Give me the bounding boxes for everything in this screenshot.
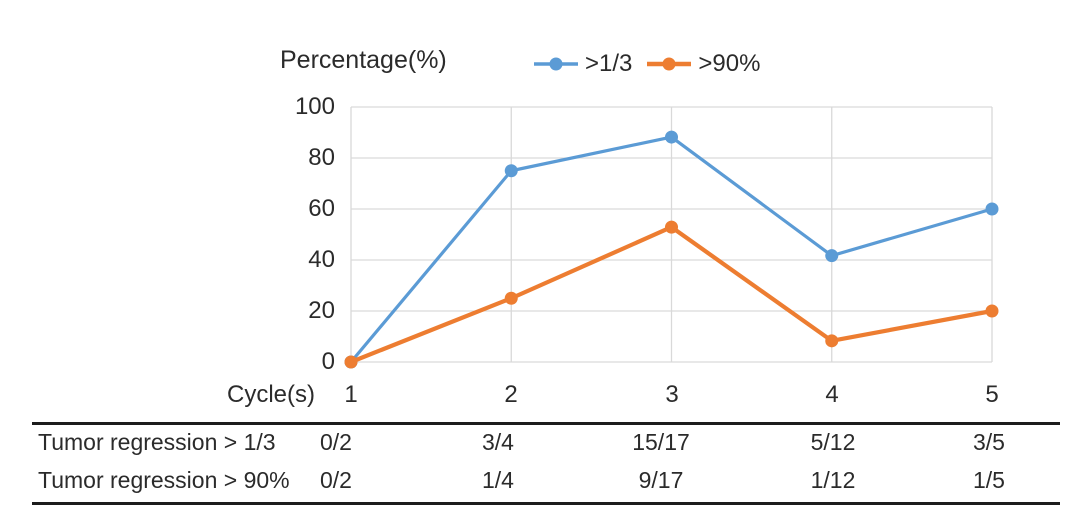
data-point-marker <box>665 220 678 234</box>
y-axis-tick-label: 40 <box>308 246 335 273</box>
table-top-rule <box>32 422 1060 425</box>
table-cell: 1/12 <box>810 467 856 493</box>
table-cell: 1/5 <box>973 467 1005 493</box>
table-cell: 9/17 <box>638 467 684 493</box>
chart-title: Percentage(%) <box>280 46 447 74</box>
table-bottom-rule <box>32 502 1060 505</box>
series-line-2 <box>348 225 995 365</box>
data-point-marker <box>825 334 839 348</box>
x-axis-tick-label: 3 <box>665 381 679 408</box>
table-cell: 0/2 <box>320 467 352 493</box>
x-axis-tick-label: 2 <box>504 381 518 408</box>
table-cell: 1/4 <box>482 467 514 493</box>
y-axis-tick-label: 100 <box>294 93 335 120</box>
legend-item-series1: >1/3 <box>533 50 632 78</box>
table-cell: 0/2 <box>320 429 352 455</box>
x-axis-title: Cycle(s) <box>227 381 315 408</box>
y-axis-tick-label: 0 <box>321 348 335 375</box>
y-axis-tick-label: 20 <box>308 297 335 324</box>
data-point-marker <box>504 291 518 305</box>
table-cell: 3/4 <box>482 429 514 455</box>
table-cell: 3/5 <box>973 429 1005 455</box>
y-axis-tick-label: 80 <box>308 144 335 171</box>
table-row-label: Tumor regression > 1/3 <box>38 429 276 455</box>
data-point-marker <box>985 304 999 318</box>
table-cell: 5/12 <box>810 429 856 455</box>
table-cell: 15/17 <box>632 429 690 455</box>
chart-legend: >1/3 >90% <box>533 50 760 78</box>
x-axis-tick-label: 4 <box>825 381 839 408</box>
legend-item-series2: >90% <box>646 50 760 78</box>
data-point-marker <box>344 355 358 369</box>
legend-label-series2: >90% <box>698 50 761 77</box>
x-axis-tick-label: 5 <box>985 381 999 408</box>
line-dot-marker-icon <box>647 57 692 71</box>
x-axis-tick-label: 1 <box>344 381 358 408</box>
data-point-marker <box>665 130 678 144</box>
y-axis-tick-label: 60 <box>308 195 335 222</box>
data-point-marker <box>344 355 358 369</box>
series-line-1 <box>349 135 994 364</box>
line-dot-marker-icon <box>534 57 578 71</box>
legend-label-series1: >1/3 <box>585 50 633 77</box>
data-point-marker <box>985 202 999 216</box>
table-row-label: Tumor regression > 90% <box>38 467 290 493</box>
data-point-marker <box>504 164 518 178</box>
data-point-marker <box>825 249 839 263</box>
